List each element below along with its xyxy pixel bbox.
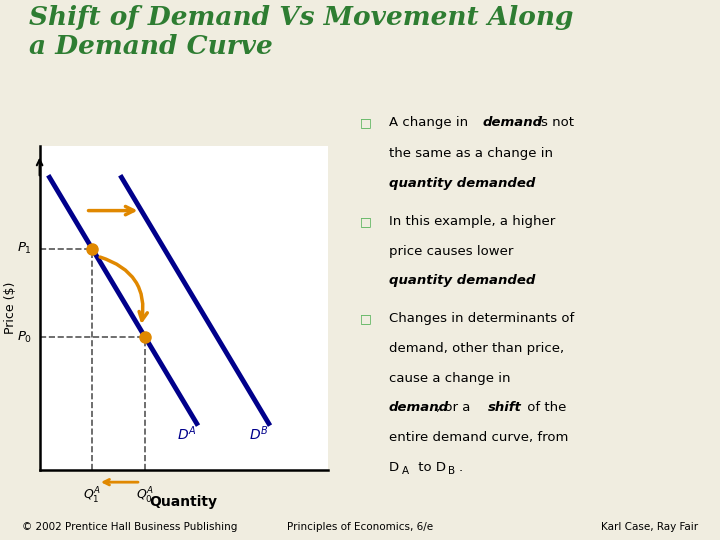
Text: □: □ bbox=[360, 215, 372, 228]
Text: , or a: , or a bbox=[436, 401, 474, 414]
Text: D: D bbox=[389, 461, 399, 474]
Text: demand, other than price,: demand, other than price, bbox=[389, 342, 564, 355]
Text: quantity demanded: quantity demanded bbox=[389, 274, 535, 287]
Text: $D^A$: $D^A$ bbox=[176, 425, 197, 443]
Text: the same as a change in: the same as a change in bbox=[389, 147, 553, 160]
Text: $P_0$: $P_0$ bbox=[17, 330, 32, 345]
Text: Karl Case, Ray Fair: Karl Case, Ray Fair bbox=[601, 522, 698, 531]
Text: .: . bbox=[522, 177, 526, 190]
Text: $Q_0^A$: $Q_0^A$ bbox=[136, 486, 154, 506]
Text: .: . bbox=[459, 461, 463, 474]
Text: A change in: A change in bbox=[389, 116, 472, 129]
Text: Shift of Demand Vs Movement Along
a Demand Curve: Shift of Demand Vs Movement Along a Dema… bbox=[29, 5, 573, 59]
Text: entire demand curve, from: entire demand curve, from bbox=[389, 431, 568, 444]
Text: $Q_1^A$: $Q_1^A$ bbox=[84, 486, 102, 506]
Text: price causes lower: price causes lower bbox=[389, 245, 513, 258]
Text: to D: to D bbox=[414, 461, 446, 474]
Text: □: □ bbox=[360, 312, 372, 325]
X-axis label: Quantity: Quantity bbox=[150, 495, 217, 509]
Text: shift: shift bbox=[487, 401, 521, 414]
Text: A: A bbox=[402, 466, 409, 476]
Text: In this example, a higher: In this example, a higher bbox=[389, 215, 555, 228]
Text: quantity demanded: quantity demanded bbox=[389, 177, 535, 190]
Text: B: B bbox=[448, 466, 455, 476]
Text: $P_1$: $P_1$ bbox=[17, 241, 32, 256]
Text: Principles of Economics, 6/e: Principles of Economics, 6/e bbox=[287, 522, 433, 531]
Text: © 2002 Prentice Hall Business Publishing: © 2002 Prentice Hall Business Publishing bbox=[22, 522, 237, 531]
Text: is not: is not bbox=[533, 116, 574, 129]
Text: of the: of the bbox=[523, 401, 567, 414]
Text: Changes in determinants of: Changes in determinants of bbox=[389, 312, 574, 325]
Text: cause a change in: cause a change in bbox=[389, 372, 510, 384]
Text: demand: demand bbox=[389, 401, 449, 414]
Text: $D^B$: $D^B$ bbox=[248, 425, 269, 443]
Text: □: □ bbox=[360, 116, 372, 129]
Text: demand: demand bbox=[482, 116, 543, 129]
Text: Price ($): Price ($) bbox=[4, 282, 17, 334]
Text: .: . bbox=[522, 274, 526, 287]
